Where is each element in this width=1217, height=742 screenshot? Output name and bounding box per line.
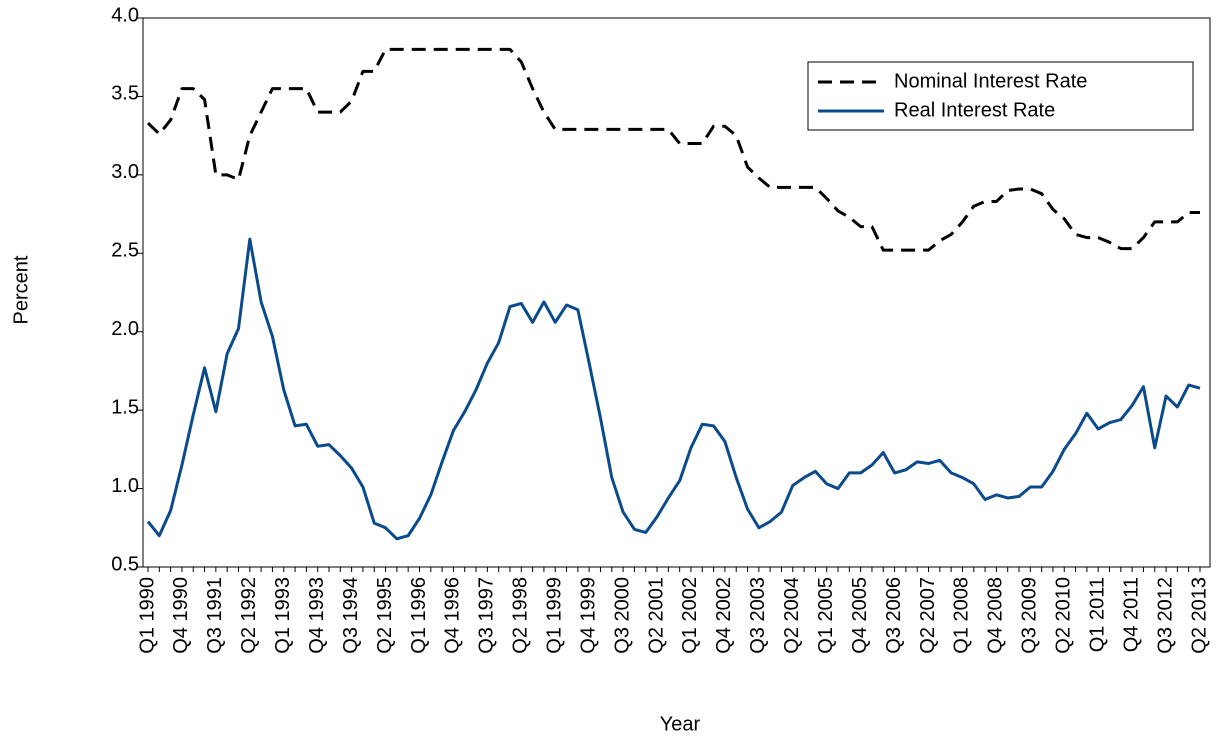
legend-label: Nominal Interest Rate	[894, 70, 1087, 92]
x-tick-label: Q4 2008	[985, 577, 1007, 654]
x-tick-label: Q4 1999	[577, 577, 599, 654]
x-tick-label: Q3 1997	[476, 577, 498, 654]
x-tick-label: Q4 2005	[849, 577, 871, 654]
x-tick-label: Q4 2011	[1120, 577, 1142, 652]
y-tick-label: 3.5	[111, 83, 139, 105]
x-tick-label: Q2 2001	[645, 577, 667, 654]
y-tick-label: 1.5	[111, 396, 139, 418]
x-tick-label: Q3 1991	[204, 577, 226, 654]
y-tick-label: 2.5	[111, 240, 139, 262]
x-tick-label: Q2 2010	[1053, 577, 1075, 654]
x-tick-label: Q4 1996	[442, 577, 464, 654]
legend-box	[807, 61, 1194, 131]
x-tick-label: Q4 2002	[713, 577, 735, 654]
plot-frame	[142, 17, 1211, 568]
x-tick-label: Q3 1994	[340, 577, 362, 654]
x-tick-label: Q3 2000	[611, 577, 633, 654]
y-axis-title: Percent	[10, 255, 32, 324]
series-line	[146, 237, 1201, 541]
x-tick-label: Q1 2002	[679, 577, 701, 654]
x-tick-label: Q1 1990	[136, 577, 158, 654]
x-tick-label: Q3 2009	[1019, 577, 1041, 654]
x-tick-label: Q2 2004	[781, 577, 803, 654]
x-axis-title: Year	[660, 713, 701, 735]
x-tick-label: Q2 2013	[1188, 577, 1210, 654]
x-tick-label: Q3 2012	[1154, 577, 1176, 654]
x-tick-label: Q2 1992	[238, 577, 260, 654]
x-tick-label: Q1 2005	[815, 577, 837, 654]
x-tick-label: Q3 2003	[747, 577, 769, 654]
y-tick-label: 4.0	[111, 4, 139, 26]
y-tick-label: 1.0	[111, 475, 139, 497]
x-tick-label: Q1 2008	[951, 577, 973, 654]
x-tick-label: Q1 2011	[1086, 577, 1108, 652]
legend-label: Real Interest Rate	[894, 99, 1055, 121]
x-tick-label: Q3 2006	[883, 577, 905, 654]
x-tick-label: Q2 1995	[374, 577, 396, 654]
y-tick-label: 0.5	[111, 553, 139, 575]
x-tick-label: Q1 1999	[544, 577, 566, 654]
x-tick-label: Q1 1996	[408, 577, 430, 654]
x-tick-label: Q4 1990	[170, 577, 192, 654]
x-tick-label: Q1 1993	[272, 577, 294, 654]
series-line	[146, 47, 1200, 252]
x-tick-label: Q4 1993	[306, 577, 328, 654]
legend: Nominal Interest Rate Real Interest Rate	[807, 61, 1194, 131]
y-tick-label: 3.0	[111, 161, 139, 183]
x-tick-label: Q2 2007	[917, 577, 939, 654]
x-tick-label: Q2 1998	[510, 577, 532, 654]
y-tick-label: 2.0	[111, 318, 139, 340]
